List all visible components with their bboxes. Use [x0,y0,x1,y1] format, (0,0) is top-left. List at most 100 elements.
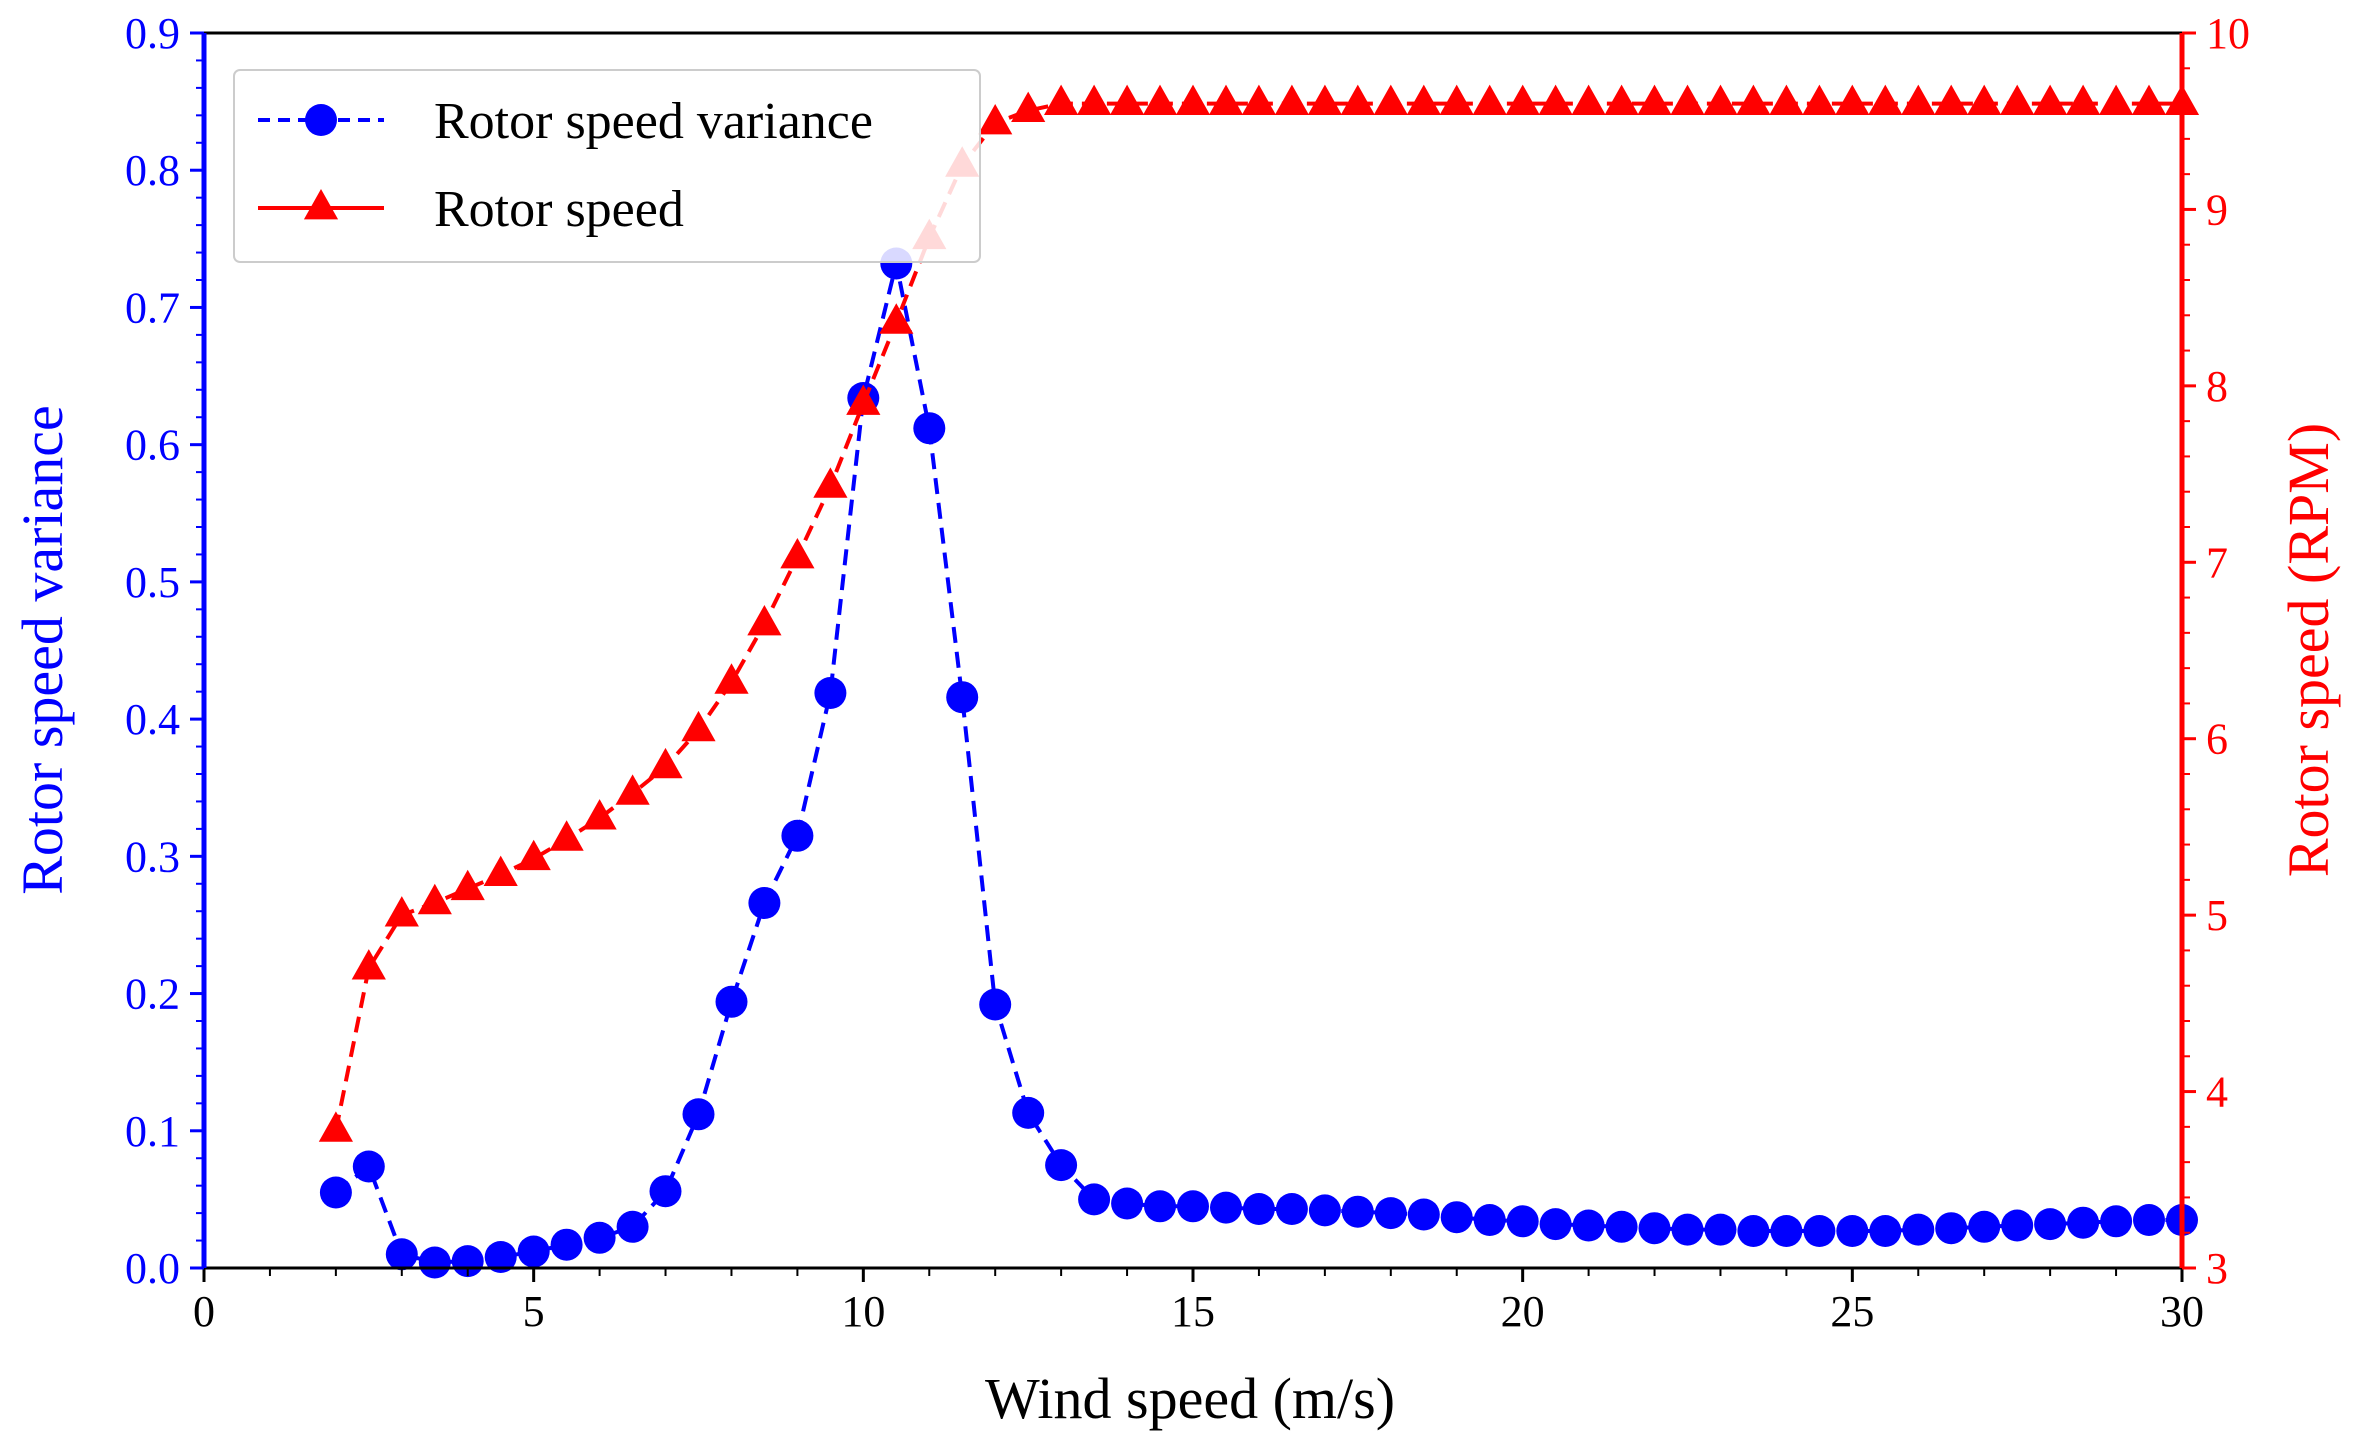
rotor-speed-variance-point [1111,1187,1144,1220]
rotor-speed-variance-point [979,988,1012,1021]
rotor-speed-variance-point [319,1176,352,1209]
rotor-speed-point [1703,84,1738,115]
rotor-speed-variance-point [1177,1190,1209,1223]
legend-label-rotor-speed-variance: Rotor speed variance [434,93,873,150]
rotor-speed-point [1538,84,1573,115]
rotor-speed-variance-point [1012,1096,1045,1129]
left-y-tick-label: 0.6 [125,421,180,470]
rotor-speed-variance-point [1473,1204,1506,1236]
left-y-tick-label: 0.2 [125,970,180,1019]
rotor-speed-variance-point [1341,1195,1374,1228]
x-tick-label: 0 [193,1287,215,1336]
rotor-speed-variance-point [1078,1183,1111,1216]
rotor-speed-variance-point [1671,1213,1704,1246]
rotor-speed-point [1142,84,1178,115]
rotor-speed-variance-point [913,412,946,445]
rotor-speed-point [1439,84,1474,115]
rotor-speed-variance-point [1737,1215,1770,1247]
rotor-speed-point [2000,84,2035,115]
rotor-speed-variance-point [1572,1209,1605,1242]
rotor-speed-variance-point [1836,1215,1869,1247]
rotor-speed-variance-point [1440,1201,1473,1234]
rotor-speed-point [384,896,419,927]
left-y-tick-label: 0.9 [125,9,180,58]
rotor-speed-point [1604,84,1639,115]
rotor-speed-point [1571,84,1606,115]
right-y-tick-label: 7 [2206,538,2228,587]
rotor-speed-point [516,839,551,871]
rotor-speed-point [648,747,683,779]
rotor-speed-point [2066,84,2101,115]
rotor-speed-variance-point [1605,1210,1638,1243]
rotor-speed-point [1769,84,1804,115]
rotor-speed-variance-point [2067,1206,2100,1239]
rotor-speed-variance-point [1638,1212,1671,1245]
x-tick-label: 15 [1171,1287,1215,1336]
rotor-speed-variance-point [1374,1197,1407,1230]
rotor-speed-variance-point [583,1221,616,1254]
left-y-tick-label: 0.0 [125,1244,180,1293]
rotor-speed-point [978,104,1013,135]
rotor-speed-variance-point [1770,1215,1803,1247]
rotor-speed-point [2099,84,2134,115]
rotor-speed-variance-point [1539,1208,1572,1241]
rotor-speed-point [681,710,716,742]
rotor-speed-variance-point [2100,1205,2133,1238]
rotor-speed-variance-point [1275,1193,1308,1225]
right-y-tick-label: 8 [2206,362,2228,411]
rotor-speed-point [813,467,848,498]
rotor-speed-point [1736,84,1771,115]
rotor-speed-point [318,1111,353,1142]
rotor-speed-variance-point [946,681,979,714]
rotor-speed-variance-point [814,677,847,709]
rotor-speed-variance-point [418,1246,451,1279]
rotor-speed-point [2033,84,2068,115]
rotor-speed-variance-point [715,985,748,1018]
rotor-speed-variance-point [1902,1213,1935,1246]
rotor-speed-variance-point [1869,1215,1902,1247]
rotor-speed-point [417,883,452,915]
rotor-speed-variance-point [616,1210,649,1243]
rotor-speed-point [1077,84,1112,115]
rotor-speed-variance-point [1506,1205,1539,1238]
rotor-speed-variance-point [484,1241,517,1273]
rotor-speed-variance-point [781,819,814,852]
rotor-speed-point [351,949,386,980]
x-tick-label: 30 [2160,1287,2204,1336]
rotor-speed-variance-point [649,1175,682,1208]
rotor-speed-variance-point [1968,1210,2001,1243]
rotor-speed-variance-point [1407,1198,1440,1231]
rotor-speed-variance-point [748,887,781,919]
rotor-speed-variance-point [1242,1193,1275,1225]
x-tick-label: 25 [1830,1287,1874,1336]
left-y-tick-label: 0.4 [125,695,180,744]
rotor-speed-point [780,538,815,569]
right-y-tick-label: 5 [2206,891,2228,940]
rotor-speed-variance-point [517,1235,550,1268]
right-y-tick-label: 4 [2206,1068,2228,1117]
rotor-speed-point [747,605,782,636]
rotor-speed-point [1637,84,1672,115]
left-y-tick-label: 0.7 [125,283,180,332]
rotor-speed-variance-point [385,1238,418,1271]
rotor-speed-point [1472,84,1507,115]
rotor-speed-variance-point [1935,1212,1968,1245]
rotor-speed-point [450,869,485,901]
rotor-speed-variance-point [1308,1194,1341,1227]
rotor-speed-variance-point [1144,1190,1176,1223]
rotor-speed-point [1901,84,1936,115]
x-tick-label: 10 [841,1287,885,1336]
axes-layer: 0 5 10 15 20 25 30 0.0 0.1 0.2 0.3 0.4 0.5 0.6 0.7 0.8 0… [125,9,2250,1336]
left-y-tick-label: 0.8 [125,146,180,195]
rotor-speed-point [1670,84,1705,115]
rotor-speed-point [1208,84,1244,115]
rotor-speed-point [1241,84,1276,115]
rotor-speed-point [1011,91,1046,122]
legend-box [233,69,981,263]
left-y-axis-label: Rotor speed variance [10,405,75,895]
left-y-tick-label: 0.5 [125,558,180,607]
rotor-speed-variance-point [682,1098,715,1131]
right-y-tick-label: 6 [2206,715,2228,764]
rotor-speed-variance-point [352,1150,385,1183]
